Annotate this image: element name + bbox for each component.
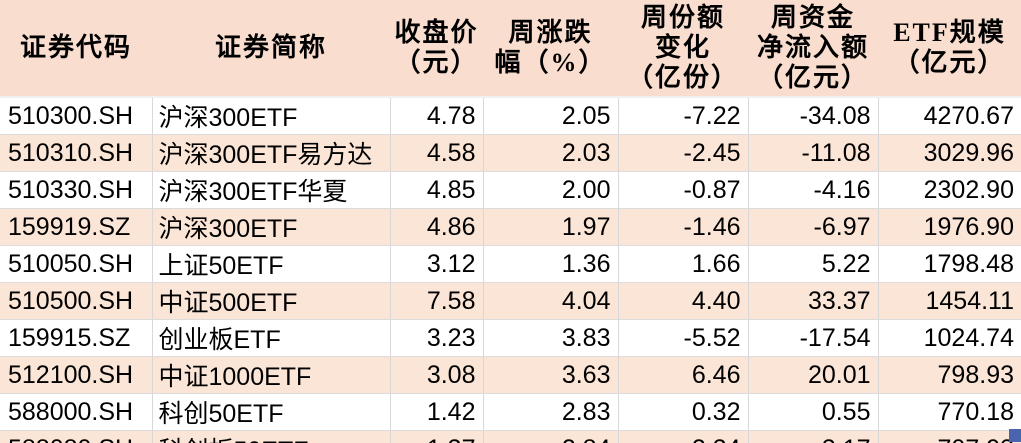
cell-close-price: 3.12 (390, 245, 484, 283)
cell-net-inflow: -4.16 (748, 171, 879, 209)
table-row: 510500.SH 中证500ETF 7.58 4.04 4.40 33.37 … (0, 282, 1021, 320)
cell-security-code: 512100.SH (0, 356, 153, 394)
cell-security-code: 588080.SH (0, 430, 153, 443)
cell-security-code: 510330.SH (0, 171, 153, 209)
cell-security-code: 510300.SH (0, 97, 153, 135)
cell-security-name: 沪深300ETF易方达 (152, 134, 391, 172)
cell-etf-scale: 1024.74 (878, 319, 1021, 357)
cell-security-code: 510310.SH (0, 134, 153, 172)
header-row: 证券代码 证券简称 收盘价 （元） 周涨跌 幅（%） 周份额 变化 （亿份） 周… (0, 0, 1021, 98)
cell-net-inflow: -34.08 (748, 97, 879, 135)
cell-net-inflow: 5.22 (748, 245, 879, 283)
cell-close-price: 3.23 (390, 319, 484, 357)
cell-security-code: 510500.SH (0, 282, 153, 320)
cell-close-price: 4.85 (390, 171, 484, 209)
table-row: 512100.SH 中证1000ETF 3.08 3.63 6.46 20.01… (0, 356, 1021, 394)
col-header-etf-scale: ETF规模 （亿元） (878, 0, 1021, 98)
cell-close-price: 4.86 (390, 208, 484, 246)
cell-security-name: 科创板50ETF (152, 430, 391, 443)
cell-security-name: 沪深300ETF (152, 208, 391, 246)
cell-etf-scale: 4270.67 (878, 97, 1021, 135)
cell-etf-scale: 3029.96 (878, 134, 1021, 172)
cell-close-price: 4.78 (390, 97, 484, 135)
cell-share-change: 0.32 (618, 393, 749, 431)
cell-share-change: 6.46 (618, 356, 749, 394)
cell-net-inflow: -6.97 (748, 208, 879, 246)
cell-security-code: 159915.SZ (0, 319, 153, 357)
cell-security-name: 沪深300ETF (152, 97, 391, 135)
cell-weekly-change: 2.00 (483, 171, 619, 209)
cell-security-code: 510050.SH (0, 245, 153, 283)
cell-etf-scale: 1454.11 (878, 282, 1021, 320)
cell-close-price: 3.08 (390, 356, 484, 394)
cell-weekly-change: 4.04 (483, 282, 619, 320)
table-row: 510310.SH 沪深300ETF易方达 4.58 2.03 -2.45 -1… (0, 134, 1021, 172)
cell-share-change: -5.52 (618, 319, 749, 357)
cell-net-inflow: -17.54 (748, 319, 879, 357)
cell-share-change: -0.87 (618, 171, 749, 209)
cell-net-inflow: -3.17 (748, 430, 879, 443)
col-header-close-price: 收盘价 （元） (390, 0, 483, 98)
cell-weekly-change: 2.05 (483, 97, 619, 135)
table-body: 510300.SH 沪深300ETF 4.78 2.05 -7.22 -34.0… (0, 97, 1021, 443)
cell-weekly-change: 3.63 (483, 356, 619, 394)
table-row: 510300.SH 沪深300ETF 4.78 2.05 -7.22 -34.0… (0, 97, 1021, 135)
cell-etf-scale: 1798.48 (878, 245, 1021, 283)
cell-security-name: 科创50ETF (152, 393, 391, 431)
cell-net-inflow: -11.08 (748, 134, 879, 172)
cell-security-code: 159919.SZ (0, 208, 153, 246)
cell-share-change: 4.40 (618, 282, 749, 320)
table-row: 588080.SH 科创板50ETF 1.37 2.84 -2.34 -3.17… (0, 430, 1021, 443)
table-row: 588000.SH 科创50ETF 1.42 2.83 0.32 0.55 77… (0, 393, 1021, 431)
table-header: 证券代码 证券简称 收盘价 （元） 周涨跌 幅（%） 周份额 变化 （亿份） 周… (0, 0, 1021, 98)
cell-weekly-change: 1.97 (483, 208, 619, 246)
col-header-weekly-change: 周涨跌 幅（%） (483, 0, 618, 98)
cell-security-name: 创业板ETF (152, 319, 391, 357)
cell-share-change: 1.66 (618, 245, 749, 283)
col-header-security-name: 证券简称 (152, 0, 390, 98)
cell-weekly-change: 2.03 (483, 134, 619, 172)
cell-security-name: 沪深300ETF华夏 (152, 171, 391, 209)
cell-weekly-change: 2.83 (483, 393, 619, 431)
cell-share-change: -2.34 (618, 430, 749, 443)
cell-close-price: 1.37 (390, 430, 484, 443)
cell-net-inflow: 20.01 (748, 356, 879, 394)
cell-etf-scale: 2302.90 (878, 171, 1021, 209)
cell-share-change: -7.22 (618, 97, 749, 135)
cell-share-change: -1.46 (618, 208, 749, 246)
cell-etf-scale: 798.93 (878, 356, 1021, 394)
cell-security-name: 上证50ETF (152, 245, 391, 283)
cell-close-price: 7.58 (390, 282, 484, 320)
table-row: 159915.SZ 创业板ETF 3.23 3.83 -5.52 -17.54 … (0, 319, 1021, 357)
cell-net-inflow: 0.55 (748, 393, 879, 431)
cell-weekly-change: 1.36 (483, 245, 619, 283)
cell-share-change: -2.45 (618, 134, 749, 172)
cell-security-name: 中证1000ETF (152, 356, 391, 394)
cell-security-code: 588000.SH (0, 393, 153, 431)
selection-fill-handle-icon[interactable] (1009, 429, 1021, 442)
cell-etf-scale: 1976.90 (878, 208, 1021, 246)
cell-close-price: 1.42 (390, 393, 484, 431)
cell-net-inflow: 33.37 (748, 282, 879, 320)
table-row: 510050.SH 上证50ETF 3.12 1.36 1.66 5.22 17… (0, 245, 1021, 283)
cell-etf-scale: 707.93 (878, 430, 1021, 443)
col-header-share-change: 周份额 变化 （亿份） (618, 0, 748, 98)
col-header-security-code: 证券代码 (0, 0, 152, 98)
cell-etf-scale: 770.18 (878, 393, 1021, 431)
cell-close-price: 4.58 (390, 134, 484, 172)
cell-weekly-change: 3.83 (483, 319, 619, 357)
table-row: 510330.SH 沪深300ETF华夏 4.85 2.00 -0.87 -4.… (0, 171, 1021, 209)
cell-weekly-change: 2.84 (483, 430, 619, 443)
cell-security-name: 中证500ETF (152, 282, 391, 320)
table-row: 159919.SZ 沪深300ETF 4.86 1.97 -1.46 -6.97… (0, 208, 1021, 246)
col-header-net-inflow: 周资金 净流入额 （亿元） (748, 0, 878, 98)
